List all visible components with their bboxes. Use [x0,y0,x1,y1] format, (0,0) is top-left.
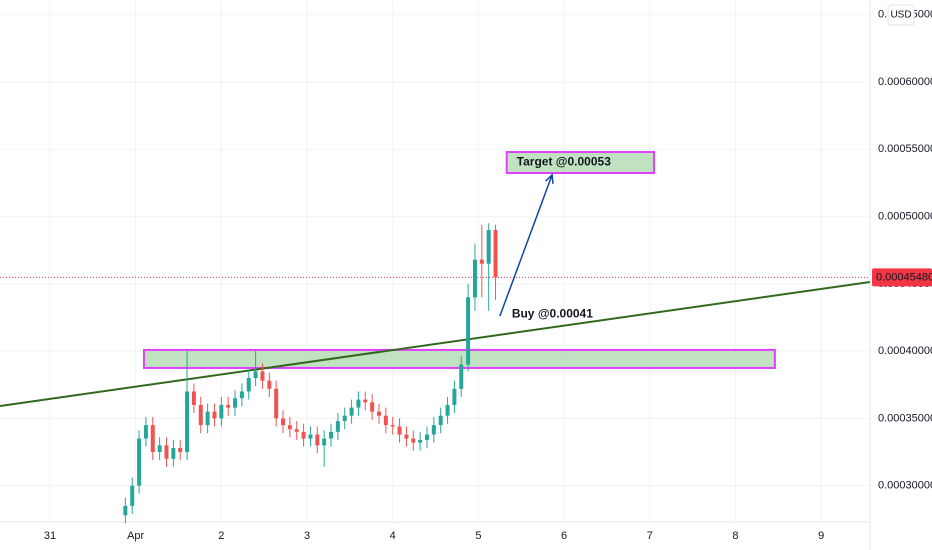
candle-body [185,391,190,453]
candle-body [466,297,471,365]
y-tick-label: 0.00035000 [878,412,932,424]
candle-body [226,404,231,408]
candle-body [205,411,210,426]
candle-body [438,415,443,426]
x-tick-label: 8 [732,530,738,542]
zone [505,151,656,175]
candle-body [157,445,162,453]
currency-label: USD [890,10,911,21]
arrow [499,174,553,317]
candle-body [459,364,464,389]
candle-body [219,404,224,419]
x-tick-label: 5 [475,530,481,542]
candle-body [315,434,320,446]
candle-body [143,425,148,439]
x-tick-label: 9 [818,530,824,542]
trendline [0,280,871,408]
candle-body [418,439,423,443]
candle-body [479,259,484,264]
currency-button [887,4,915,26]
candle-body [472,259,477,298]
buy-label: Buy @0.00041 [512,306,593,320]
candle-body [383,415,388,426]
candle-body [239,391,244,399]
candle-body [287,425,292,430]
candle-body [267,380,272,389]
candle-body [445,404,450,416]
candle-body [493,230,498,278]
candle-body [424,434,429,440]
candle-body [356,399,361,408]
candle-body [178,448,183,453]
x-tick-label: 4 [390,530,396,542]
arrow-head [545,173,554,184]
candle-body [308,434,313,439]
x-tick-label: 3 [304,530,310,542]
candle-body [274,388,279,419]
last-price-label: 0.00045480 [876,271,932,283]
candle-body [198,404,203,426]
y-tick-label: 0.00055000 [878,143,932,155]
x-tick-label: 2 [218,530,224,542]
candle-body [281,418,286,426]
x-tick-label: 6 [561,530,567,542]
candle-body [322,438,327,446]
candle-body [301,431,306,439]
candle-body [342,415,347,422]
candle-body [123,505,128,516]
candle-body [329,431,334,439]
candle-body [171,448,176,459]
y-tick-label: 0.00060000 [878,76,932,88]
candle-body [130,485,135,506]
x-tick-label: 31 [44,530,56,542]
zone-label: Target @0.00053 [517,155,612,169]
candle-body [431,425,436,435]
candle-body [212,411,217,419]
candle-body [246,378,251,392]
candle-body [370,402,375,412]
y-tick-label: 0.00030000 [878,480,932,492]
y-tick-label: 0.00050000 [878,211,932,223]
candle-body [137,438,142,486]
candle-body [390,425,395,427]
candle-body [294,429,299,432]
candle-body [377,411,382,416]
last-price-badge [872,268,932,287]
candle-body [411,438,416,443]
candle-body [253,371,258,379]
candle-body [349,407,354,416]
candle-body [191,391,196,405]
x-tick-label: 7 [647,530,653,542]
candle-body [335,421,340,432]
x-tick-label: Apr [127,530,144,542]
candle-body [164,445,169,459]
candle-body [486,230,491,264]
candle-body [452,388,457,405]
candle-body [150,425,155,453]
candle-body [404,434,409,439]
candle-body [260,371,265,381]
candle-body [397,426,402,435]
candle-body [363,399,368,403]
candle-body [233,398,238,408]
y-tick-label: 0.00040000 [878,345,932,357]
